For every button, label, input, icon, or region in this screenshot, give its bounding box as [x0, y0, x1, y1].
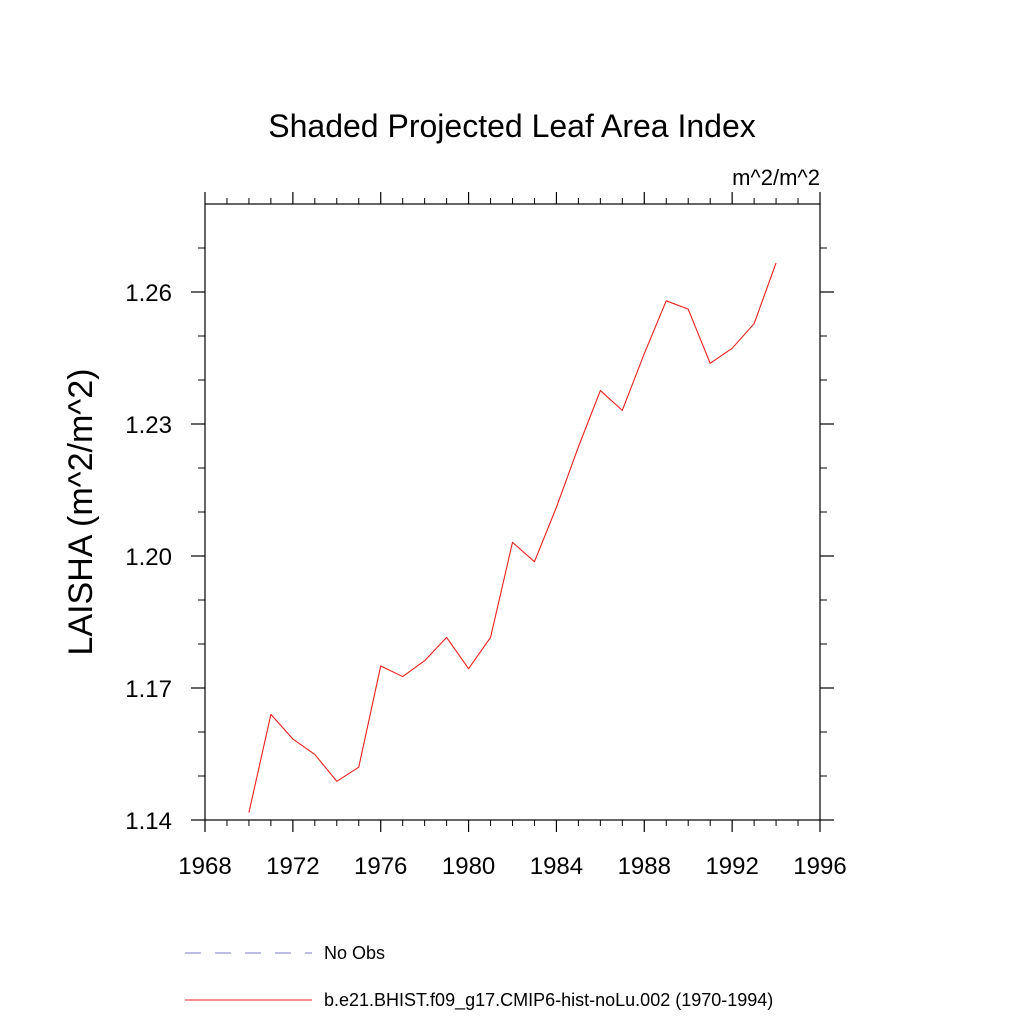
x-tick-label: 1992: [705, 853, 758, 880]
y-tick-label: 1.23: [125, 412, 172, 439]
x-tick-label: 1996: [793, 853, 846, 880]
y-tick-label: 1.20: [125, 544, 172, 571]
x-tick-label: 1988: [618, 853, 671, 880]
plot-frame: [204, 203, 821, 821]
legend-label-no-obs: No Obs: [324, 943, 385, 963]
chart-title: Shaded Projected Leaf Area Index: [268, 108, 755, 144]
legend: No Obs b.e21.BHIST.f09_g17.CMIP6-hist-no…: [185, 943, 773, 1011]
units-label: m^2/m^2: [732, 165, 820, 190]
x-tick-label: 1984: [530, 853, 583, 880]
x-tick-labels: 1968 1972 1976 1980 1984 1988 1992 1996: [178, 853, 846, 880]
x-tick-label: 1968: [178, 853, 231, 880]
y-tick-label: 1.17: [125, 676, 172, 703]
x-tick-label: 1972: [266, 853, 319, 880]
y-tick-label: 1.26: [125, 280, 172, 307]
axis-ticks: [191, 192, 834, 832]
y-tick-label: 1.14: [125, 808, 172, 835]
legend-label-model-run: b.e21.BHIST.f09_g17.CMIP6-hist-noLu.002 …: [324, 990, 773, 1011]
x-tick-label: 1980: [442, 853, 495, 880]
series-line-1: [248, 262, 777, 813]
y-axis-label: LAISHA (m^2/m^2): [62, 369, 100, 656]
x-tick-label: 1976: [354, 853, 407, 880]
series-layer: [248, 262, 777, 813]
y-tick-labels: 1.14 1.17 1.20 1.23 1.26: [125, 280, 172, 835]
